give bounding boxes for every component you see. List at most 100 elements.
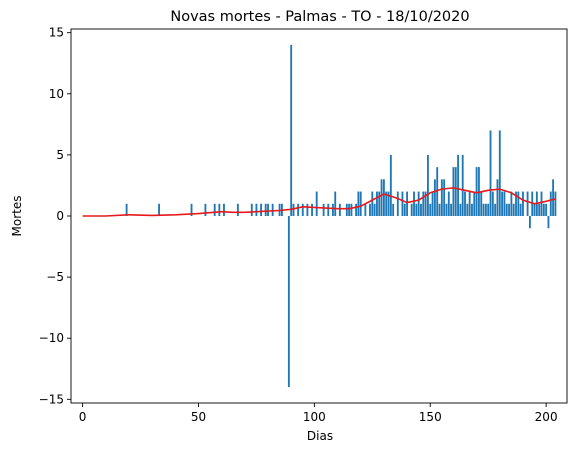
bar-22 <box>311 203 313 216</box>
bar-100 <box>526 191 529 216</box>
bar-38 <box>373 203 376 216</box>
bar-6 <box>223 203 225 216</box>
bar-18 <box>292 203 295 216</box>
bar-17 <box>290 44 293 216</box>
bar-90 <box>501 191 504 216</box>
bar-87 <box>494 203 497 216</box>
bar-77 <box>471 203 473 216</box>
chart-title: Novas mortes - Palmas - TO - 18/10/2020 <box>170 9 469 25</box>
bar-101 <box>528 216 531 229</box>
x-tick-label-50: 50 <box>191 410 206 424</box>
bar-72 <box>459 203 462 216</box>
y-tick-label-5: 5 <box>56 148 64 162</box>
bar-78 <box>473 191 476 216</box>
bar-73 <box>461 154 464 216</box>
bar-25 <box>327 203 330 216</box>
bar-50 <box>406 191 408 216</box>
bar-11 <box>264 203 267 216</box>
axes-layer: 0 50 100 150 200 −15 −10 −5 0 5 10 15 <box>39 26 568 424</box>
bar-56 <box>422 191 425 216</box>
bar-33 <box>357 191 360 216</box>
bar-49 <box>403 203 406 216</box>
bar-84 <box>487 203 490 216</box>
bar-106 <box>540 191 543 216</box>
y-tick-label-0: 0 <box>56 209 64 223</box>
bar-76 <box>468 191 471 216</box>
y-axis-label: Mortes <box>10 196 24 237</box>
bar-54 <box>417 191 420 216</box>
bar-83 <box>484 203 487 216</box>
bar-44 <box>387 191 390 216</box>
bar-13 <box>271 203 274 216</box>
y-tick-label--15: −15 <box>39 392 64 406</box>
bar-82 <box>482 203 485 216</box>
bar-20 <box>301 203 304 216</box>
bar-41 <box>380 179 383 216</box>
bar-99 <box>522 191 524 216</box>
bar-75 <box>466 203 469 216</box>
bar-97 <box>517 191 520 216</box>
bar-1 <box>158 203 160 216</box>
bar-67 <box>447 191 450 216</box>
y-tick-label-15: 15 <box>49 26 64 40</box>
bar-63 <box>438 203 441 216</box>
x-tick-label-100: 100 <box>303 410 326 424</box>
bar-39 <box>376 191 378 216</box>
bar-8 <box>250 203 253 216</box>
bar-79 <box>475 167 478 216</box>
bar-2 <box>190 203 193 216</box>
y-tick-label--5: −5 <box>46 270 64 284</box>
bar-64 <box>440 179 443 216</box>
moving-average-line <box>82 187 556 217</box>
bar-65 <box>443 179 446 216</box>
bar-109 <box>547 216 550 229</box>
bar-40 <box>378 191 381 216</box>
bar-85 <box>489 130 492 216</box>
bar-30 <box>348 203 351 216</box>
bar-43 <box>385 191 388 216</box>
bar-94 <box>510 191 513 216</box>
bar-46 <box>392 203 395 216</box>
bar-108 <box>545 203 548 216</box>
bar-31 <box>350 203 353 216</box>
bar-112 <box>554 191 557 216</box>
bar-66 <box>445 203 448 216</box>
bar-86 <box>491 191 494 216</box>
bar-89 <box>498 130 501 216</box>
bar-74 <box>464 191 466 216</box>
bar-42 <box>382 179 385 216</box>
bar-107 <box>542 203 545 216</box>
bar-57 <box>424 191 427 216</box>
bar-27 <box>334 191 337 216</box>
line-layer <box>82 187 556 217</box>
bar-24 <box>322 203 325 216</box>
bar-98 <box>519 203 522 216</box>
bar-29 <box>345 203 348 216</box>
bar-61 <box>433 179 436 216</box>
bar-70 <box>454 167 457 216</box>
bar-92 <box>505 203 508 216</box>
bar-96 <box>515 191 517 216</box>
bar-16 <box>287 216 290 388</box>
y-tick-label-10: 10 <box>49 87 64 101</box>
bar-103 <box>533 203 536 216</box>
bar-105 <box>538 203 541 216</box>
bar-19 <box>297 203 300 216</box>
bar-48 <box>401 191 404 216</box>
bar-62 <box>436 167 439 216</box>
x-tick-label-0: 0 <box>79 410 87 424</box>
bar-10 <box>260 203 262 216</box>
bar-53 <box>415 203 418 216</box>
bar-91 <box>503 191 506 216</box>
bar-60 <box>431 191 434 216</box>
x-axis-label: Dias <box>307 429 333 443</box>
bar-0 <box>125 203 128 216</box>
bar-45 <box>389 154 392 216</box>
bar-88 <box>496 179 499 216</box>
bar-23 <box>315 191 318 216</box>
bar-21 <box>306 203 309 216</box>
bar-3 <box>204 203 207 216</box>
bar-34 <box>359 191 362 216</box>
